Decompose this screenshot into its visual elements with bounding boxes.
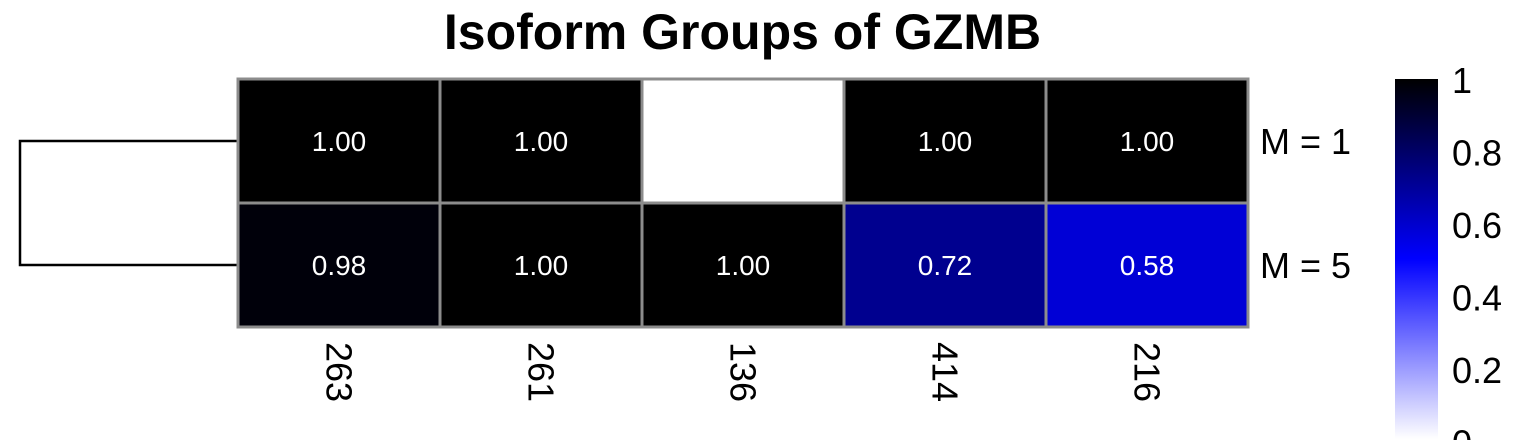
heatmap-cell: [842, 201, 1048, 329]
column-labels: 263 261 136 414 216: [319, 342, 1168, 402]
cell-value-label: 1.00: [716, 250, 771, 281]
dendrogram-branch: [18, 139, 238, 267]
heatmap-cell: [438, 77, 644, 205]
heatmap-cells: 1.00 1.00 1.00 1.00 0.98 1.00 1.00 0.72 0.58: [236, 77, 1250, 329]
cell-value-label: 1.00: [514, 250, 569, 281]
color-scale-tick-label: 0.8: [1452, 133, 1502, 174]
heatmap-cell: [1044, 201, 1250, 329]
column-label: 414: [925, 342, 966, 402]
chart-title: Isoform Groups of GZMB: [443, 4, 1042, 60]
color-scale-bar: [1395, 79, 1438, 439]
cell-value-label: 0.72: [918, 250, 973, 281]
column-label: 261: [521, 342, 562, 402]
heatmap-cell: [236, 201, 442, 329]
cell-value-label: 1.00: [918, 126, 973, 157]
color-scale-tick-label: 0: [1452, 423, 1472, 440]
color-scale-tick-label: 1: [1452, 60, 1472, 101]
color-scale-tick-label: 0.4: [1452, 278, 1502, 319]
column-label: 136: [723, 342, 764, 402]
cell-value-label: 0.98: [312, 250, 367, 281]
column-label: 216: [1127, 342, 1168, 402]
color-scale-tick-label: 0.6: [1452, 205, 1502, 246]
cell-value-label: 1.00: [1120, 126, 1175, 157]
color-scale-legend: 1 0.8 0.6 0.4 0.2 0: [1395, 60, 1502, 440]
heatmap-cell: [640, 77, 846, 205]
heatmap-cell: [236, 77, 442, 205]
heatmap-cell: [842, 77, 1048, 205]
row-label: M = 5: [1260, 245, 1351, 286]
color-scale-tick-label: 0.2: [1452, 350, 1502, 391]
row-label: M = 1: [1260, 121, 1351, 162]
cell-value-label: 1.00: [312, 126, 367, 157]
heatmap-cell: [438, 201, 644, 329]
cell-value-label: 1.00: [514, 126, 569, 157]
column-label: 263: [319, 342, 360, 402]
cell-value-label: 0.58: [1120, 250, 1175, 281]
row-labels: M = 1 M = 5: [1260, 121, 1351, 286]
row-dendrogram: [18, 139, 238, 267]
